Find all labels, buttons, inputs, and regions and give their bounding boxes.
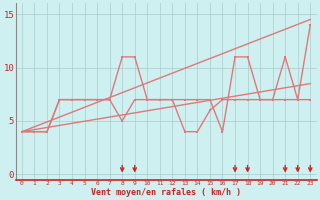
X-axis label: Vent moyen/en rafales ( km/h ): Vent moyen/en rafales ( km/h ) [91,188,241,197]
